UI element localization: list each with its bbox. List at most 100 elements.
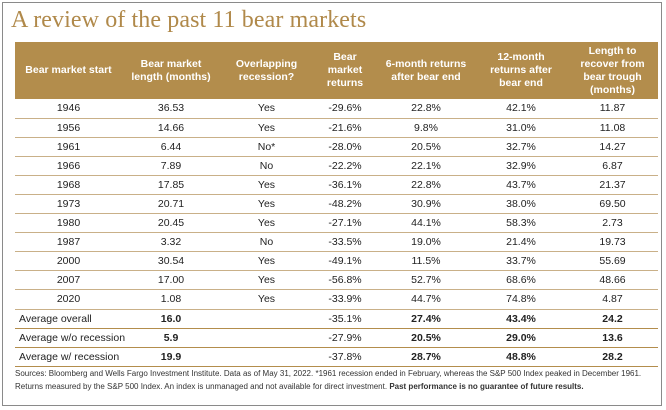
cell-start: 1968 [15, 175, 122, 195]
cell-r6: 22.8% [377, 99, 475, 119]
cell-recover: 2.73 [567, 213, 658, 234]
table-row: 1961 6.44 No* -28.0% 20.5% 32.7% 14.27 [15, 137, 658, 157]
cell-start: 1961 [15, 137, 122, 157]
cell-returns: -27.1% [313, 213, 377, 234]
table-row: 1956 14.66 Yes -21.6% 9.8% 31.0% 11.08 [15, 118, 658, 138]
cell-r12: 21.4% [475, 232, 567, 253]
avg-cell-returns: -37.8% [313, 347, 377, 367]
table-row: 1980 20.45 Yes -27.1% 44.1% 58.3% 2.73 [15, 213, 658, 234]
cell-length: 30.54 [122, 251, 220, 272]
cell-r6: 22.8% [377, 175, 475, 195]
source-text: Sources: Bloomberg and Wells Fargo Inves… [15, 369, 642, 391]
cell-recover: 48.66 [567, 270, 658, 291]
cell-r6: 30.9% [377, 194, 475, 215]
average-row: Average w/o recession 5.9 -27.9% 20.5% 29.0%… [15, 328, 658, 348]
cell-r12: 74.8% [475, 289, 567, 310]
header-bear-market-length: Bear market length (months) [122, 42, 220, 99]
average-row: Average w/ recession 19.9 -37.8% 28.7% 48.8%… [15, 347, 658, 367]
avg-cell-label: Average w/ recession [15, 347, 122, 367]
cell-recession: Yes [220, 289, 313, 310]
cell-returns: -22.2% [313, 156, 377, 176]
cell-returns: -33.5% [313, 232, 377, 253]
cell-returns: -33.9% [313, 289, 377, 310]
avg-cell-length: 5.9 [122, 328, 220, 348]
cell-start: 1980 [15, 213, 122, 234]
avg-cell-r6: 20.5% [377, 328, 475, 348]
header-length-to-recover: Length to recover from bear trough (mont… [567, 42, 658, 99]
cell-recession: No* [220, 137, 313, 157]
cell-recover: 19.73 [567, 232, 658, 253]
cell-recover: 6.87 [567, 156, 658, 176]
cell-returns: -28.0% [313, 137, 377, 157]
cell-r12: 31.0% [475, 118, 567, 138]
cell-start: 2000 [15, 251, 122, 272]
avg-cell-r6: 28.7% [377, 347, 475, 367]
page-title: A review of the past 11 bear markets [11, 7, 367, 33]
cell-length: 14.66 [122, 118, 220, 138]
cell-length: 17.00 [122, 270, 220, 291]
cell-r12: 38.0% [475, 194, 567, 215]
header-12-month-returns: 12-month returns after bear end [475, 42, 567, 99]
avg-cell-recover: 13.6 [567, 328, 658, 348]
cell-recession: No [220, 232, 313, 253]
avg-cell-recession [220, 328, 313, 348]
avg-cell-label: Average overall [15, 309, 122, 329]
cell-start: 2020 [15, 289, 122, 310]
cell-recover: 11.87 [567, 99, 658, 119]
cell-r12: 32.7% [475, 137, 567, 157]
table-row: 1987 3.32 No -33.5% 19.0% 21.4% 19.73 [15, 232, 658, 253]
cell-returns: -49.1% [313, 251, 377, 272]
cell-returns: -48.2% [313, 194, 377, 215]
avg-cell-r12: 43.4% [475, 309, 567, 329]
cell-recession: Yes [220, 270, 313, 291]
table-row: 1946 36.53 Yes -29.6% 22.8% 42.1% 11.87 [15, 99, 658, 119]
cell-length: 7.89 [122, 156, 220, 176]
cell-recover: 21.37 [567, 175, 658, 195]
cell-recession: Yes [220, 194, 313, 215]
cell-start: 1973 [15, 194, 122, 215]
cell-length: 6.44 [122, 137, 220, 157]
cell-r6: 44.1% [377, 213, 475, 234]
cell-length: 3.32 [122, 232, 220, 253]
avg-cell-recession [220, 347, 313, 367]
cell-length: 17.85 [122, 175, 220, 195]
cell-r6: 44.7% [377, 289, 475, 310]
avg-cell-r6: 27.4% [377, 309, 475, 329]
cell-r6: 52.7% [377, 270, 475, 291]
table-row: 2020 1.08 Yes -33.9% 44.7% 74.8% 4.87 [15, 289, 658, 310]
bear-market-table: Bear market start Bear market length (mo… [15, 42, 658, 367]
cell-recession: Yes [220, 118, 313, 138]
report-frame: A review of the past 11 bear markets Bea… [2, 2, 662, 406]
avg-cell-recover: 24.2 [567, 309, 658, 329]
cell-start: 2007 [15, 270, 122, 291]
cell-recover: 4.87 [567, 289, 658, 310]
cell-returns: -56.8% [313, 270, 377, 291]
cell-recession: No [220, 156, 313, 176]
cell-length: 20.45 [122, 213, 220, 234]
cell-r12: 33.7% [475, 251, 567, 272]
avg-cell-returns: -27.9% [313, 328, 377, 348]
cell-r12: 58.3% [475, 213, 567, 234]
cell-recover: 14.27 [567, 137, 658, 157]
avg-cell-r12: 29.0% [475, 328, 567, 348]
cell-recover: 55.69 [567, 251, 658, 272]
cell-r6: 20.5% [377, 137, 475, 157]
cell-returns: -36.1% [313, 175, 377, 195]
cell-length: 1.08 [122, 289, 220, 310]
average-row: Average overall 16.0 -35.1% 27.4% 43.4% 24.2 [15, 309, 658, 329]
cell-r6: 11.5% [377, 251, 475, 272]
table-row: 2000 30.54 Yes -49.1% 11.5% 33.7% 55.69 [15, 251, 658, 272]
avg-cell-length: 19.9 [122, 347, 220, 367]
header-bear-market-start: Bear market start [15, 42, 122, 99]
cell-recession: Yes [220, 213, 313, 234]
cell-length: 20.71 [122, 194, 220, 215]
cell-r12: 32.9% [475, 156, 567, 176]
cell-recession: Yes [220, 99, 313, 119]
cell-recession: Yes [220, 175, 313, 195]
cell-r6: 22.1% [377, 156, 475, 176]
avg-cell-length: 16.0 [122, 309, 220, 329]
cell-recover: 11.08 [567, 118, 658, 138]
cell-r12: 43.7% [475, 175, 567, 195]
avg-cell-recover: 28.2 [567, 347, 658, 367]
cell-returns: -21.6% [313, 118, 377, 138]
